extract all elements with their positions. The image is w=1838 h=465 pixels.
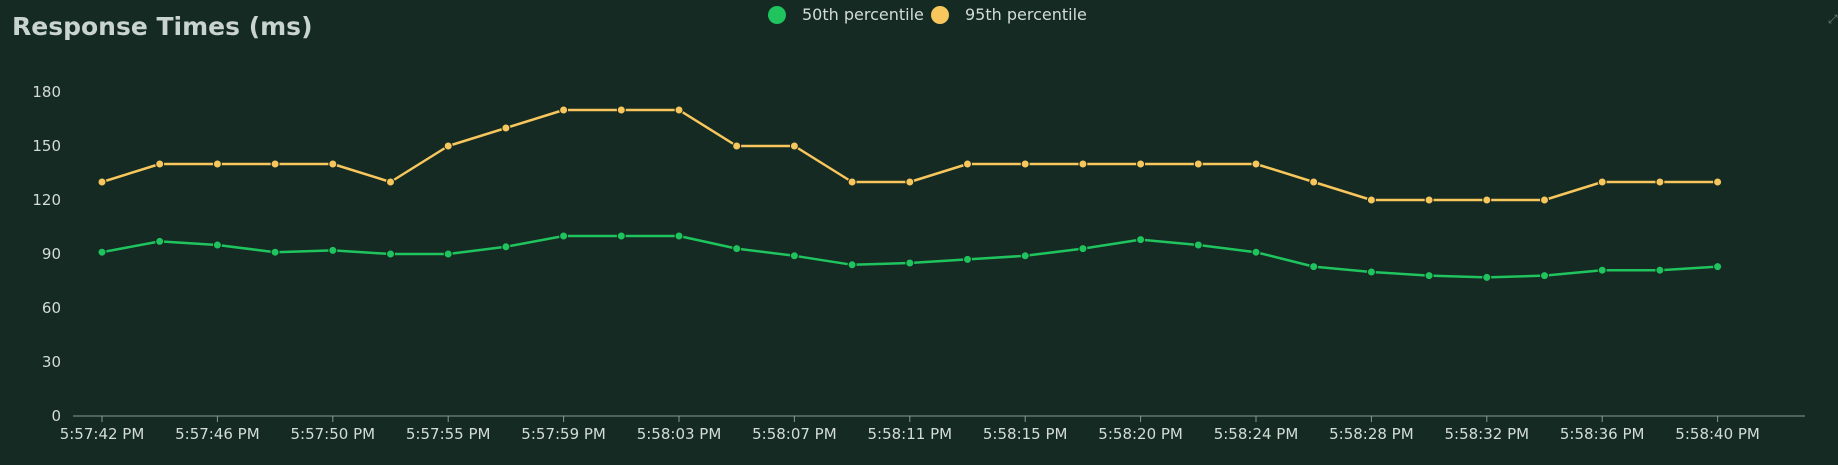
data-point-50th-percentile xyxy=(1078,244,1088,254)
legend-label-95th-percentile: 95th percentile xyxy=(965,5,1087,24)
y-tick-label: 30 xyxy=(42,353,61,371)
data-point-95th-percentile xyxy=(1655,177,1665,187)
data-point-50th-percentile xyxy=(97,247,107,257)
data-point-50th-percentile xyxy=(501,242,511,252)
legend-marker-50th-percentile xyxy=(768,6,786,24)
x-tick-label: 5:58:24 PM xyxy=(1214,425,1299,443)
data-point-50th-percentile xyxy=(1309,262,1319,272)
series-line-50th-percentile xyxy=(101,234,1718,279)
data-point-95th-percentile xyxy=(1424,195,1434,205)
data-point-50th-percentile xyxy=(443,249,453,259)
y-tick-label: 120 xyxy=(32,191,61,209)
data-point-95th-percentile xyxy=(1597,177,1607,187)
x-tick-label: 5:58:36 PM xyxy=(1560,425,1645,443)
data-point-95th-percentile xyxy=(1482,195,1492,205)
data-point-50th-percentile xyxy=(1655,265,1665,275)
data-point-95th-percentile xyxy=(559,105,569,115)
y-tick-label: 90 xyxy=(42,245,61,263)
data-point-50th-percentile xyxy=(212,240,222,250)
data-point-95th-percentile xyxy=(1020,159,1030,169)
data-point-95th-percentile xyxy=(905,177,915,187)
data-point-95th-percentile xyxy=(1251,159,1261,169)
x-tick-label: 5:58:28 PM xyxy=(1329,425,1414,443)
data-point-50th-percentile xyxy=(1193,240,1203,250)
x-tick-label: 5:58:15 PM xyxy=(983,425,1068,443)
expand-icon[interactable]: ⤢ xyxy=(1828,12,1838,26)
data-point-50th-percentile xyxy=(1020,251,1030,261)
chart-title: Response Times (ms) xyxy=(12,12,313,41)
data-point-50th-percentile xyxy=(732,244,742,254)
data-point-95th-percentile xyxy=(1713,177,1723,187)
legend-marker-95th-percentile xyxy=(931,6,949,24)
data-point-95th-percentile xyxy=(97,177,107,187)
data-point-95th-percentile xyxy=(1078,159,1088,169)
data-point-50th-percentile xyxy=(674,231,684,241)
data-point-95th-percentile xyxy=(1540,195,1549,205)
data-point-95th-percentile xyxy=(963,159,972,169)
y-tick-label: 60 xyxy=(42,299,61,317)
data-point-50th-percentile xyxy=(1540,271,1549,281)
data-point-95th-percentile xyxy=(847,177,857,187)
data-point-50th-percentile xyxy=(155,236,165,246)
data-point-50th-percentile xyxy=(1424,271,1434,281)
data-point-50th-percentile xyxy=(328,245,338,255)
data-point-50th-percentile xyxy=(1136,235,1146,245)
x-tick-label: 5:58:07 PM xyxy=(752,425,837,443)
legend-label-50th-percentile: 50th percentile xyxy=(802,5,924,24)
data-point-50th-percentile xyxy=(789,251,799,261)
data-point-95th-percentile xyxy=(674,105,684,115)
x-tick-label: 5:57:59 PM xyxy=(521,425,606,443)
x-tick-label: 5:57:42 PM xyxy=(60,425,145,443)
data-point-95th-percentile xyxy=(1193,159,1203,169)
data-point-95th-percentile xyxy=(501,123,511,133)
data-point-50th-percentile xyxy=(386,249,395,259)
y-tick-label: 0 xyxy=(51,407,61,425)
y-tick-label: 150 xyxy=(32,137,61,155)
x-tick-label: 5:57:46 PM xyxy=(175,425,260,443)
x-tick-label: 5:58:20 PM xyxy=(1098,425,1183,443)
data-point-95th-percentile xyxy=(443,141,453,151)
data-point-95th-percentile xyxy=(212,159,222,169)
data-point-50th-percentile xyxy=(1597,265,1607,275)
y-tick-label: 180 xyxy=(32,83,61,101)
data-point-50th-percentile xyxy=(1482,272,1492,282)
data-point-95th-percentile xyxy=(732,141,742,151)
data-point-95th-percentile xyxy=(616,105,626,115)
data-point-50th-percentile xyxy=(616,231,626,241)
x-tick-label: 5:58:40 PM xyxy=(1675,425,1760,443)
x-tick-label: 5:58:32 PM xyxy=(1445,425,1530,443)
data-point-50th-percentile xyxy=(1366,267,1376,277)
data-point-95th-percentile xyxy=(328,159,338,169)
data-point-95th-percentile xyxy=(789,141,799,151)
x-tick-label: 5:57:55 PM xyxy=(406,425,491,443)
data-point-50th-percentile xyxy=(847,260,857,270)
data-point-95th-percentile xyxy=(270,159,280,169)
data-point-95th-percentile xyxy=(1309,177,1319,187)
data-point-95th-percentile xyxy=(1136,159,1146,169)
data-point-50th-percentile xyxy=(1251,247,1261,257)
data-point-95th-percentile xyxy=(386,177,395,187)
x-tick-label: 5:57:50 PM xyxy=(291,425,376,443)
x-tick-label: 5:58:03 PM xyxy=(637,425,722,443)
data-point-50th-percentile xyxy=(963,254,972,264)
x-tick-label: 5:58:11 PM xyxy=(868,425,953,443)
data-point-95th-percentile xyxy=(155,159,165,169)
data-point-50th-percentile xyxy=(905,258,915,268)
data-point-95th-percentile xyxy=(1366,195,1376,205)
data-point-50th-percentile xyxy=(270,247,280,257)
data-point-50th-percentile xyxy=(559,231,569,241)
data-point-50th-percentile xyxy=(1713,262,1723,272)
